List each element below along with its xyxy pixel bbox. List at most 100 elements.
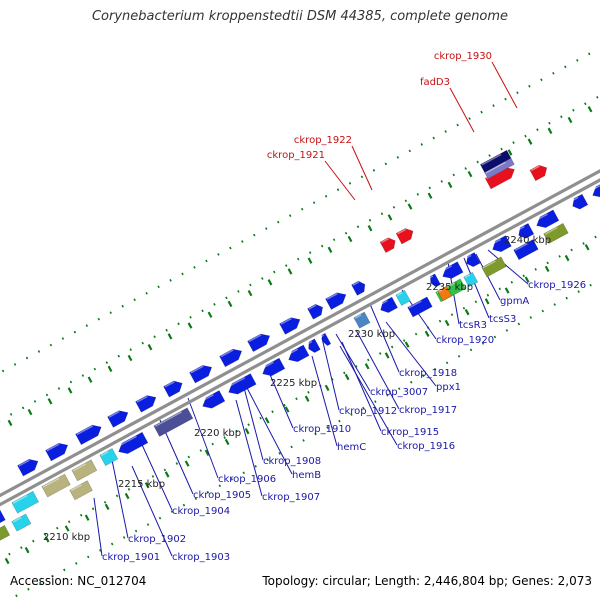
- reverse-gene[interactable]: [353, 311, 371, 329]
- reverse-gene[interactable]: [395, 289, 411, 306]
- reverse-gene[interactable]: [286, 344, 310, 365]
- highlighted-gene-label[interactable]: ckrop_1922: [294, 135, 352, 146]
- tick-mark: [64, 525, 70, 532]
- reverse-gene[interactable]: [378, 296, 398, 315]
- reverse-gene-outer[interactable]: [543, 222, 569, 244]
- forward-gene[interactable]: [107, 407, 131, 428]
- reverse-gene-outer[interactable]: [11, 513, 32, 532]
- accession-text: Accession: NC_012704: [10, 574, 147, 588]
- gene-label[interactable]: ckrop_1910: [293, 424, 351, 435]
- reverse-gene[interactable]: [570, 193, 589, 211]
- reverse-gene-outer[interactable]: [513, 239, 539, 261]
- gene-label[interactable]: gpmA: [500, 296, 529, 307]
- leader-line: [341, 341, 382, 432]
- forward-gene[interactable]: [163, 378, 186, 398]
- highlighted-gene[interactable]: [379, 235, 398, 254]
- reverse-gene[interactable]: [226, 373, 257, 398]
- tick-mark: [367, 225, 373, 232]
- gene-label[interactable]: ckrop_1926: [528, 280, 586, 291]
- forward-gene[interactable]: [189, 362, 215, 384]
- forward-gene-outer[interactable]: [484, 157, 515, 180]
- gene-label[interactable]: ckrop_1903: [172, 552, 230, 563]
- reverse-gene[interactable]: [116, 431, 149, 457]
- forward-gene-outer[interactable]: [479, 149, 512, 173]
- gene-label[interactable]: hemB: [292, 470, 321, 481]
- reverse-gene[interactable]: [516, 223, 535, 240]
- reverse-gene[interactable]: [0, 508, 6, 528]
- gene-label[interactable]: ckrop_1902: [128, 534, 186, 545]
- reverse-gene[interactable]: [260, 357, 286, 379]
- gene-label[interactable]: ckrop_1905: [193, 490, 251, 501]
- highlighted-gene-label[interactable]: ckrop_1921: [267, 150, 325, 161]
- gene-label[interactable]: ckrop_3007: [370, 387, 428, 398]
- forward-gene[interactable]: [75, 422, 105, 446]
- reverse-gene[interactable]: [490, 235, 512, 255]
- highlighted-gene[interactable]: [529, 163, 550, 182]
- leader-line: [335, 333, 371, 392]
- reverse-gene[interactable]: [99, 448, 119, 467]
- tick-mark: [204, 449, 210, 456]
- reverse-gene[interactable]: [71, 459, 98, 482]
- reverse-gene[interactable]: [41, 473, 71, 498]
- genome-summary-text: Topology: circular; Length: 2,446,804 bp…: [262, 574, 592, 588]
- tick-mark: [524, 276, 530, 283]
- leader-line: [93, 497, 103, 557]
- gene-label[interactable]: hemC: [337, 442, 366, 453]
- reverse-gene-outer[interactable]: [69, 480, 93, 501]
- reverse-gene[interactable]: [153, 407, 194, 437]
- gene-label[interactable]: ckrop_1912: [339, 406, 397, 417]
- gene-label[interactable]: tcsS3: [489, 314, 516, 325]
- forward-gene[interactable]: [219, 346, 245, 368]
- gene-label[interactable]: ckrop_1917: [399, 405, 457, 416]
- reverse-gene-outer[interactable]: [407, 296, 433, 318]
- gene-label[interactable]: tcsR3: [459, 320, 487, 331]
- dotted-guide-line: [0, 94, 600, 422]
- reverse-gene[interactable]: [306, 338, 321, 354]
- gene-label[interactable]: ckrop_1908: [263, 456, 321, 467]
- reverse-gene[interactable]: [320, 332, 332, 347]
- gene-label[interactable]: ckrop_1904: [172, 506, 230, 517]
- highlighted-gene[interactable]: [395, 226, 416, 245]
- tick-mark: [304, 395, 310, 402]
- reverse-gene[interactable]: [440, 261, 464, 282]
- forward-gene[interactable]: [325, 289, 349, 310]
- gene-label[interactable]: ckrop_1907: [262, 492, 320, 503]
- scale-label: 2230 kbp: [348, 329, 395, 340]
- forward-gene[interactable]: [247, 331, 273, 353]
- highlighted-gene-label[interactable]: fadD3: [420, 77, 450, 88]
- reverse-gene[interactable]: [590, 177, 600, 201]
- reverse-gene[interactable]: [428, 273, 441, 288]
- forward-gene[interactable]: [279, 314, 303, 335]
- gene-label[interactable]: ckrop_1920: [436, 335, 494, 346]
- gene-label[interactable]: ckrop_1906: [218, 474, 276, 485]
- gene-label[interactable]: ckrop_1916: [397, 441, 455, 452]
- gene-label[interactable]: ckrop_1901: [102, 552, 160, 563]
- gene-label[interactable]: ckrop_1915: [381, 427, 439, 438]
- forward-gene[interactable]: [351, 279, 368, 296]
- reverse-gene[interactable]: [534, 209, 560, 231]
- reverse-gene-outer[interactable]: [463, 271, 479, 288]
- gene-features[interactable]: [0, 149, 600, 548]
- tick-mark: [447, 181, 453, 189]
- tick-mark: [567, 116, 573, 124]
- reverse-gene-outer[interactable]: [481, 256, 507, 278]
- reverse-gene[interactable]: [200, 390, 226, 412]
- forward-gene[interactable]: [135, 392, 159, 413]
- reverse-gene-outer[interactable]: [0, 525, 11, 548]
- tick-mark: [327, 246, 333, 253]
- reverse-gene[interactable]: [11, 490, 40, 514]
- gene-label[interactable]: ppx1: [436, 382, 461, 393]
- forward-gene[interactable]: [45, 440, 71, 462]
- reverse-gene-outer[interactable]: [437, 285, 453, 302]
- tick-mark: [147, 344, 153, 351]
- gene-labels[interactable]: ckrop_1930 fadD3 ckrop_1922 ckrop_1921ckrop…: [102, 51, 586, 563]
- leader-line: [131, 465, 173, 557]
- reverse-gene[interactable]: [464, 252, 481, 269]
- tick-mark: [324, 384, 330, 392]
- gene-label[interactable]: ckrop_1918: [399, 368, 457, 379]
- forward-gene[interactable]: [17, 456, 41, 477]
- highlighted-gene-label[interactable]: ckrop_1930: [434, 51, 492, 62]
- forward-gene[interactable]: [307, 302, 326, 320]
- tick-mark: [44, 536, 50, 543]
